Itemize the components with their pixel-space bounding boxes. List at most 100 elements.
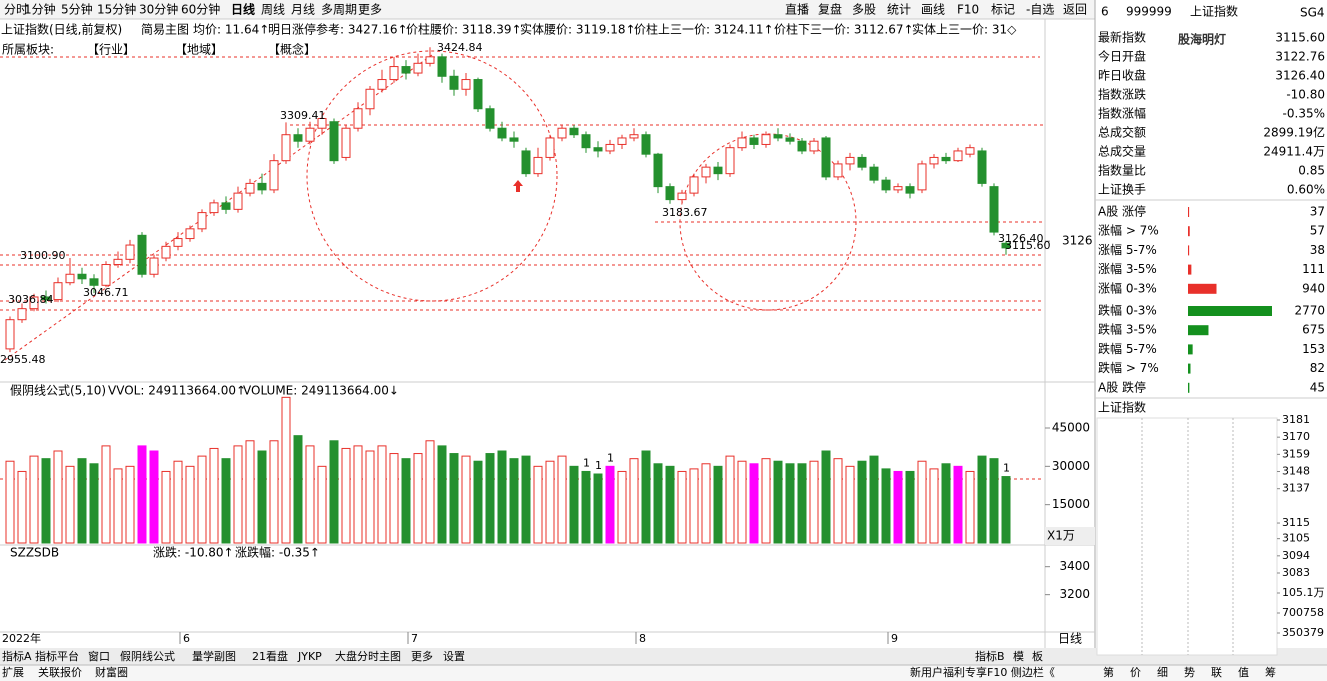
bottom-tab[interactable]: 假阴线公式	[120, 649, 175, 663]
candle-body	[545, 137, 555, 158]
circle-mark	[306, 50, 558, 302]
info-item: 实体腰价: 3119.18↑	[520, 22, 636, 37]
y-tick-label: 30000	[1052, 459, 1090, 473]
breadth-label: 涨幅 0-3%	[1098, 280, 1157, 295]
indicator-item: 涨跌幅: -0.35↑	[235, 545, 320, 560]
volume-bar	[557, 455, 567, 544]
period-tab: 多周期	[321, 3, 357, 17]
bottom-tab[interactable]: JYKP	[297, 650, 322, 663]
candle-body	[341, 127, 351, 158]
candle-body	[485, 108, 495, 129]
candle-body	[329, 121, 339, 162]
sector-label: 【概念】	[268, 42, 316, 57]
volume-bar	[785, 463, 795, 544]
volume-bar	[545, 460, 555, 544]
volume-bar	[725, 455, 735, 544]
circle-mark	[679, 133, 857, 311]
volume-bar	[233, 445, 243, 544]
volume-bar	[305, 445, 315, 544]
volume-marker: 1	[607, 451, 614, 464]
volume-bar	[749, 463, 759, 544]
y-tick-label: 3083	[1282, 566, 1310, 579]
y-tick-label: 3137	[1282, 482, 1310, 495]
info-item: 价柱上三一价: 3124.11↑	[634, 22, 774, 37]
volume-bar	[29, 455, 39, 544]
volume-bar	[869, 455, 879, 544]
status-tab: 价	[1130, 666, 1141, 679]
status-item: 扩展	[2, 665, 24, 679]
volume-bar	[1001, 476, 1011, 544]
candle-body	[833, 163, 843, 178]
volume-bar	[425, 440, 435, 544]
candle-body	[449, 75, 459, 90]
volume-bar	[149, 450, 159, 544]
period-tab: 60分钟	[181, 2, 220, 17]
status-tab: 细	[1157, 666, 1168, 679]
candle-body	[413, 62, 423, 74]
volume-bar	[641, 450, 651, 544]
bottom-tab: 板	[1032, 649, 1043, 663]
tool-button: -自选	[1026, 3, 1054, 17]
breadth-value: 45	[1310, 380, 1325, 394]
volume-bar	[617, 470, 627, 544]
candle-body	[749, 137, 759, 145]
candle-body	[497, 127, 507, 139]
quote-label: 指数涨幅	[1098, 106, 1146, 121]
y-tick-label: 3148	[1282, 465, 1310, 478]
breadth-bar	[1188, 325, 1209, 336]
candle-body	[917, 163, 927, 191]
volume-bar	[317, 465, 327, 544]
period-tab: 分时	[4, 3, 28, 17]
bottom-tab[interactable]: 量学副图	[192, 649, 236, 663]
bottom-tab[interactable]: 指标A	[2, 649, 32, 663]
status-notice: 新用户福利专享F10 侧边栏《	[910, 665, 1055, 679]
tool-button: 统计	[887, 3, 911, 17]
volume-bar	[449, 453, 459, 544]
toolbar-bg	[0, 0, 1095, 19]
quote-value: 0.85	[1298, 164, 1325, 178]
candle-body	[53, 282, 63, 301]
candle-body	[737, 137, 747, 149]
candle-body	[461, 79, 471, 90]
breadth-label: A股 涨停	[1098, 204, 1146, 219]
volume-bar	[917, 460, 927, 544]
candle-body	[809, 140, 819, 152]
bottom-tab[interactable]: 21看盘	[252, 649, 288, 663]
volume-bar	[473, 460, 483, 544]
candle-body	[665, 186, 675, 201]
candle-body	[785, 137, 795, 142]
candle-body	[365, 88, 375, 110]
status-item: 财富圈	[95, 665, 128, 679]
volume-bar	[125, 465, 135, 544]
quote-name: 上证指数	[1190, 4, 1238, 19]
candle-body	[977, 150, 987, 184]
bottom-tab[interactable]: 更多	[411, 649, 433, 663]
bottom-tab[interactable]: 设置	[443, 650, 465, 663]
candle-body	[557, 127, 567, 139]
candle-body	[941, 156, 951, 162]
volume-bar	[677, 470, 687, 544]
status-tab: 值	[1238, 666, 1249, 679]
bottom-tab[interactable]: 大盘分时主图	[335, 649, 401, 663]
quote-value: 3126.40	[1275, 69, 1325, 83]
tool-button: F10	[957, 3, 979, 17]
bottom-tab[interactable]: 窗口	[88, 649, 110, 663]
tabs-bg	[0, 648, 1327, 665]
candle-body	[1001, 242, 1011, 249]
candle-body	[209, 202, 219, 214]
volume-bar	[965, 470, 975, 544]
bottom-tab[interactable]: 指标平台	[35, 649, 79, 663]
watermark: 股海明灯	[1178, 32, 1226, 47]
volume-bar	[833, 458, 843, 544]
unit-box	[1045, 527, 1095, 545]
quote-value: -0.35%	[1283, 107, 1325, 121]
price-annotation: 3126.40	[998, 232, 1044, 245]
indicator-title: SZZSDB	[10, 546, 59, 560]
price-annotation: 3036.84	[8, 293, 54, 306]
info-item: 均价: 11.64↑	[193, 23, 269, 37]
candle-body	[221, 202, 231, 210]
candle-body	[533, 156, 543, 175]
breadth-bar	[1188, 344, 1193, 355]
candle-body	[881, 179, 891, 191]
volume-bar	[689, 468, 699, 544]
